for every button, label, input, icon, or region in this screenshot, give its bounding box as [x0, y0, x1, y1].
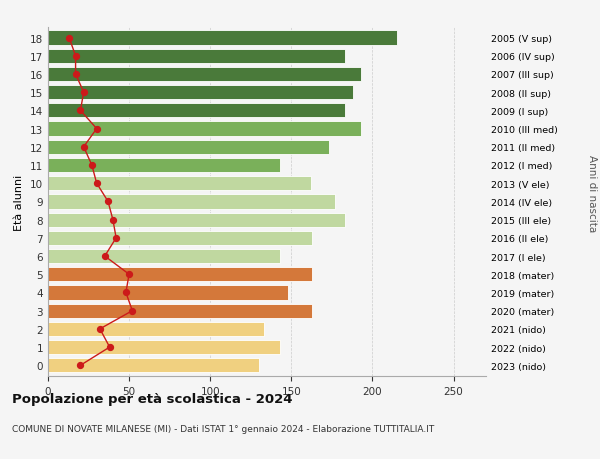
Bar [48, 177, 311, 191]
Point [124, 271, 134, 278]
Point [100, 253, 110, 260]
Bar [48, 268, 313, 282]
Point [108, 217, 118, 224]
Bar [48, 50, 345, 64]
Text: Popolazione per età scolastica - 2024: Popolazione per età scolastica - 2024 [12, 392, 293, 405]
Bar [48, 304, 313, 318]
Bar [48, 358, 259, 373]
Point [95, 325, 105, 333]
Point [87, 162, 97, 169]
Text: Anni di nascita: Anni di nascita [587, 154, 597, 231]
Text: COMUNE DI NOVATE MILANESE (MI) - Dati ISTAT 1° gennaio 2024 - Elaborazione TUTTI: COMUNE DI NOVATE MILANESE (MI) - Dati IS… [12, 425, 434, 434]
Bar [48, 285, 288, 300]
Point [105, 344, 115, 351]
Point [76, 362, 85, 369]
Bar [48, 104, 345, 118]
Point [121, 289, 131, 297]
Point [79, 89, 88, 97]
Point [103, 198, 113, 206]
Bar [48, 86, 353, 100]
Point [79, 144, 88, 151]
Point [128, 308, 137, 315]
Point [92, 126, 101, 133]
Y-axis label: Età alunni: Età alunni [14, 174, 25, 230]
Bar [48, 67, 361, 82]
Bar [48, 249, 280, 263]
Bar [48, 213, 345, 227]
Point [71, 53, 80, 60]
Bar [48, 340, 280, 354]
Point [76, 107, 85, 115]
Bar [48, 195, 335, 209]
Point [71, 71, 80, 78]
Bar [48, 122, 361, 136]
Bar [48, 140, 329, 155]
Bar [48, 31, 397, 45]
Bar [48, 231, 313, 246]
Point [92, 180, 101, 187]
Point [112, 235, 121, 242]
Bar [48, 322, 264, 336]
Point [64, 35, 74, 42]
Bar [48, 158, 280, 173]
